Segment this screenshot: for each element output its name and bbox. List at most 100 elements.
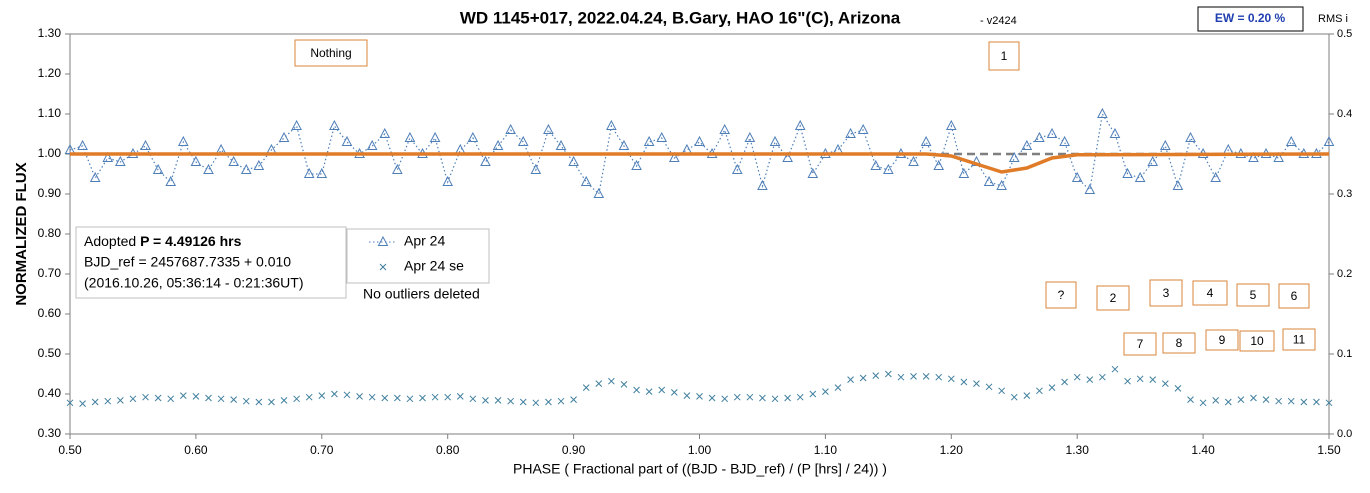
- point: [945, 119, 957, 130]
- annotation-box: [1205, 329, 1239, 351]
- point: [66, 399, 74, 407]
- point: [104, 397, 112, 405]
- info-date: (2016.10.26, 05:36:14 - 0:21:36UT): [84, 275, 303, 291]
- point: [331, 390, 338, 398]
- point: [721, 395, 729, 403]
- annotation: 5: [1250, 288, 1257, 302]
- x-tick-label: 1.40: [1191, 443, 1215, 457]
- point: [834, 384, 842, 391]
- point: [505, 123, 516, 134]
- point: [643, 135, 655, 146]
- point: [668, 151, 680, 162]
- point: [1111, 365, 1119, 373]
- y2-tick-label: 0.2: [1337, 268, 1352, 280]
- point: [757, 179, 768, 190]
- point: [205, 394, 212, 402]
- point: [167, 395, 175, 403]
- x-tick-label: 0.70: [310, 443, 334, 457]
- point: [859, 374, 867, 382]
- note: No outliers deleted: [363, 286, 480, 302]
- point: [381, 394, 389, 402]
- point: [759, 394, 766, 402]
- annotation: 6: [1291, 289, 1298, 303]
- annotation: 4: [1207, 286, 1214, 300]
- point: [708, 394, 716, 402]
- y-tick-label: 0.90: [38, 186, 62, 200]
- point: [1071, 171, 1083, 182]
- annotation: 8: [1176, 336, 1183, 350]
- info-lead: Adopted: [84, 233, 140, 249]
- point: [1248, 151, 1259, 162]
- y-tick-label: 0.50: [38, 346, 62, 360]
- point: [89, 171, 101, 182]
- point: [1224, 398, 1232, 406]
- point: [1023, 392, 1031, 399]
- point: [203, 163, 214, 174]
- info-box: [75, 226, 347, 299]
- point: [1099, 373, 1106, 381]
- point: [1323, 135, 1335, 146]
- annotation: 11: [1293, 333, 1306, 347]
- x-label: PHASE ( Fractional part of ((BJD - BJD_r…: [513, 461, 887, 477]
- point: [1300, 398, 1308, 406]
- annotation-box: [1045, 281, 1077, 309]
- annotation-box: [294, 39, 368, 67]
- point: [1210, 171, 1222, 182]
- point: [872, 372, 880, 379]
- y-tick-label: 1.20: [38, 66, 62, 80]
- point: [115, 155, 126, 166]
- point: [1008, 151, 1020, 162]
- point: [79, 400, 86, 407]
- legend-label: Apr 24 se: [404, 258, 464, 274]
- legend-label: Apr 24: [404, 233, 445, 249]
- point: [190, 155, 202, 166]
- point: [973, 380, 980, 387]
- point: [960, 378, 968, 386]
- point: [731, 163, 743, 174]
- point: [179, 392, 187, 399]
- point: [845, 127, 856, 138]
- point: [316, 167, 328, 178]
- info-line: Adopted P = 4.49126 hrs: [84, 233, 242, 249]
- point: [1109, 127, 1121, 138]
- point: [530, 163, 542, 174]
- point: [278, 131, 290, 142]
- point: [406, 395, 414, 403]
- point: [933, 159, 945, 170]
- point: [1061, 378, 1068, 386]
- point: [1273, 151, 1284, 162]
- point: [1212, 397, 1220, 404]
- point: [557, 397, 565, 405]
- x-tick-label: 1.00: [688, 443, 712, 457]
- annotation-box: [1123, 332, 1157, 356]
- point: [140, 139, 151, 150]
- point: [910, 373, 917, 380]
- point: [1149, 376, 1157, 383]
- annotation-box: [988, 41, 1020, 71]
- point: [280, 397, 288, 404]
- annotation: 1: [1001, 49, 1008, 63]
- x-tick-label: 1.50: [1317, 443, 1341, 457]
- point: [154, 394, 162, 402]
- x-tick-label: 0.90: [562, 443, 586, 457]
- point: [1237, 396, 1245, 403]
- point: [998, 387, 1006, 395]
- point: [480, 155, 491, 166]
- point: [947, 375, 955, 383]
- x-tick-label: 0.60: [184, 443, 208, 457]
- point: [456, 393, 464, 400]
- point: [393, 394, 401, 402]
- annotation-box: [1282, 328, 1316, 351]
- point: [595, 380, 603, 387]
- point: [253, 159, 265, 170]
- info-ref: BJD_ref = 2457687.7335 + 0.010: [84, 254, 291, 270]
- annotation-box: [1162, 332, 1196, 354]
- point: [215, 143, 227, 154]
- info-period: P = 4.49126 hrs: [140, 233, 242, 249]
- point: [242, 397, 250, 405]
- point: [305, 393, 313, 401]
- point: [392, 163, 403, 174]
- point: [1084, 183, 1096, 194]
- point: [694, 135, 705, 146]
- point: [683, 392, 691, 399]
